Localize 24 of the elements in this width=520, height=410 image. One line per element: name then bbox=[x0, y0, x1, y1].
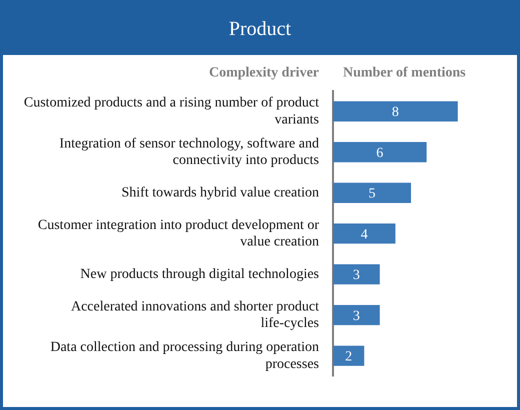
y-tick-label: Customer integration into product development or value creation bbox=[38, 218, 320, 250]
y-tick-label: Accelerated innovations and shorter product life-cycles bbox=[70, 299, 320, 332]
bar bbox=[333, 346, 364, 366]
data-label: 6 bbox=[376, 146, 384, 161]
data-label: 4 bbox=[360, 227, 368, 242]
data-label: 3 bbox=[352, 268, 360, 284]
data-label: 8 bbox=[392, 105, 399, 120]
bar bbox=[333, 142, 427, 162]
y-axis-title: Complexity driver bbox=[208, 66, 319, 81]
y-tick-label: Customized products and a rising number of product variants bbox=[24, 96, 320, 128]
bar bbox=[333, 305, 380, 326]
bar bbox=[333, 182, 411, 203]
y-tick-label: Data collection and processing during operation processes bbox=[50, 340, 319, 372]
data-label: 2 bbox=[345, 350, 352, 364]
y-tick-label: Shift towards hybrid value creation bbox=[121, 186, 319, 201]
y-tick-label: Integration of sensor technology, software and connectivity into products bbox=[59, 136, 319, 168]
bar bbox=[333, 224, 396, 244]
chart-title: Product bbox=[3, 3, 517, 55]
bar bbox=[333, 101, 458, 122]
data-label: 5 bbox=[368, 186, 376, 202]
data-label: 3 bbox=[352, 308, 360, 324]
bar bbox=[333, 264, 380, 284]
y-tick-label: New products through digital technologies bbox=[80, 267, 319, 282]
x-axis-title: Number of mentions bbox=[343, 66, 466, 81]
